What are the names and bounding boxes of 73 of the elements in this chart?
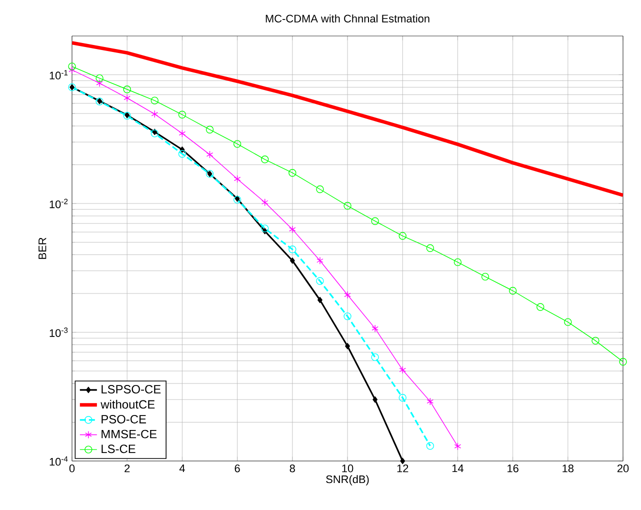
point bbox=[316, 185, 324, 194]
point bbox=[234, 175, 241, 183]
y-tick-label: 10$^{-4}$ bbox=[50, 456, 68, 466]
point bbox=[123, 86, 131, 94]
point bbox=[68, 66, 76, 74]
point bbox=[344, 202, 352, 210]
x-tick-label: 0 bbox=[69, 464, 75, 472]
point bbox=[151, 110, 158, 118]
point bbox=[372, 324, 378, 332]
legend-label: PSO-CE bbox=[102, 414, 146, 424]
point bbox=[371, 353, 379, 362]
point bbox=[289, 225, 296, 234]
y-tick-label: 10$^{-1}$ bbox=[50, 70, 68, 80]
point bbox=[371, 217, 379, 225]
x-tick-label: 18 bbox=[562, 464, 574, 472]
point bbox=[344, 291, 351, 299]
point bbox=[372, 396, 378, 403]
point bbox=[536, 303, 544, 311]
point bbox=[178, 150, 186, 158]
x-axis-title: SNR(dB) bbox=[326, 475, 369, 486]
point bbox=[426, 244, 434, 252]
point bbox=[619, 358, 627, 366]
point bbox=[150, 96, 159, 104]
point bbox=[261, 224, 269, 232]
point bbox=[261, 156, 269, 164]
legend-label: LS-CE bbox=[102, 444, 136, 454]
point bbox=[288, 246, 296, 254]
point bbox=[124, 94, 130, 102]
x-tick-label: 4 bbox=[179, 464, 185, 472]
point bbox=[206, 150, 214, 158]
point bbox=[399, 366, 406, 374]
point bbox=[178, 110, 186, 118]
line-series bbox=[72, 41, 624, 197]
point bbox=[261, 198, 268, 206]
point bbox=[206, 126, 214, 134]
x-tick-label: 2 bbox=[124, 464, 130, 472]
point bbox=[96, 79, 103, 88]
point bbox=[592, 336, 600, 345]
y-axis-title: BER bbox=[38, 238, 46, 259]
x-tick-label: 16 bbox=[508, 464, 518, 472]
y-tick-label: 10$^{-2}$ bbox=[50, 198, 68, 208]
x-tick-label: 14 bbox=[452, 464, 464, 472]
point bbox=[316, 256, 324, 264]
point bbox=[233, 140, 242, 148]
point bbox=[454, 258, 462, 266]
x-tick-label: 12 bbox=[397, 464, 408, 472]
point bbox=[398, 232, 406, 240]
x-tick-label: 8 bbox=[290, 464, 295, 472]
legend-label: withoutCE bbox=[100, 400, 155, 409]
point bbox=[318, 296, 322, 304]
point bbox=[344, 312, 352, 320]
point bbox=[96, 74, 104, 82]
legend-label: LSPSO-CE bbox=[102, 385, 161, 394]
legend-label: MMSE-CE bbox=[102, 430, 157, 438]
point bbox=[481, 272, 490, 281]
x-tick-label: 10 bbox=[342, 464, 354, 472]
point bbox=[398, 394, 406, 402]
point bbox=[345, 342, 350, 350]
point bbox=[426, 442, 434, 450]
y-tick-label: 10$^{-3}$ bbox=[50, 328, 68, 337]
point bbox=[564, 318, 572, 326]
point bbox=[290, 257, 295, 264]
point bbox=[68, 62, 76, 70]
point bbox=[426, 398, 434, 406]
point bbox=[288, 168, 296, 177]
chart-title: MC-CDMA with Chnnal Estmation bbox=[266, 14, 430, 22]
x-tick-label: 6 bbox=[234, 464, 240, 472]
x-tick-label: 20 bbox=[617, 464, 629, 472]
point bbox=[316, 277, 324, 285]
point bbox=[454, 442, 462, 450]
point bbox=[508, 286, 517, 295]
point bbox=[178, 130, 186, 138]
point bbox=[400, 458, 406, 464]
